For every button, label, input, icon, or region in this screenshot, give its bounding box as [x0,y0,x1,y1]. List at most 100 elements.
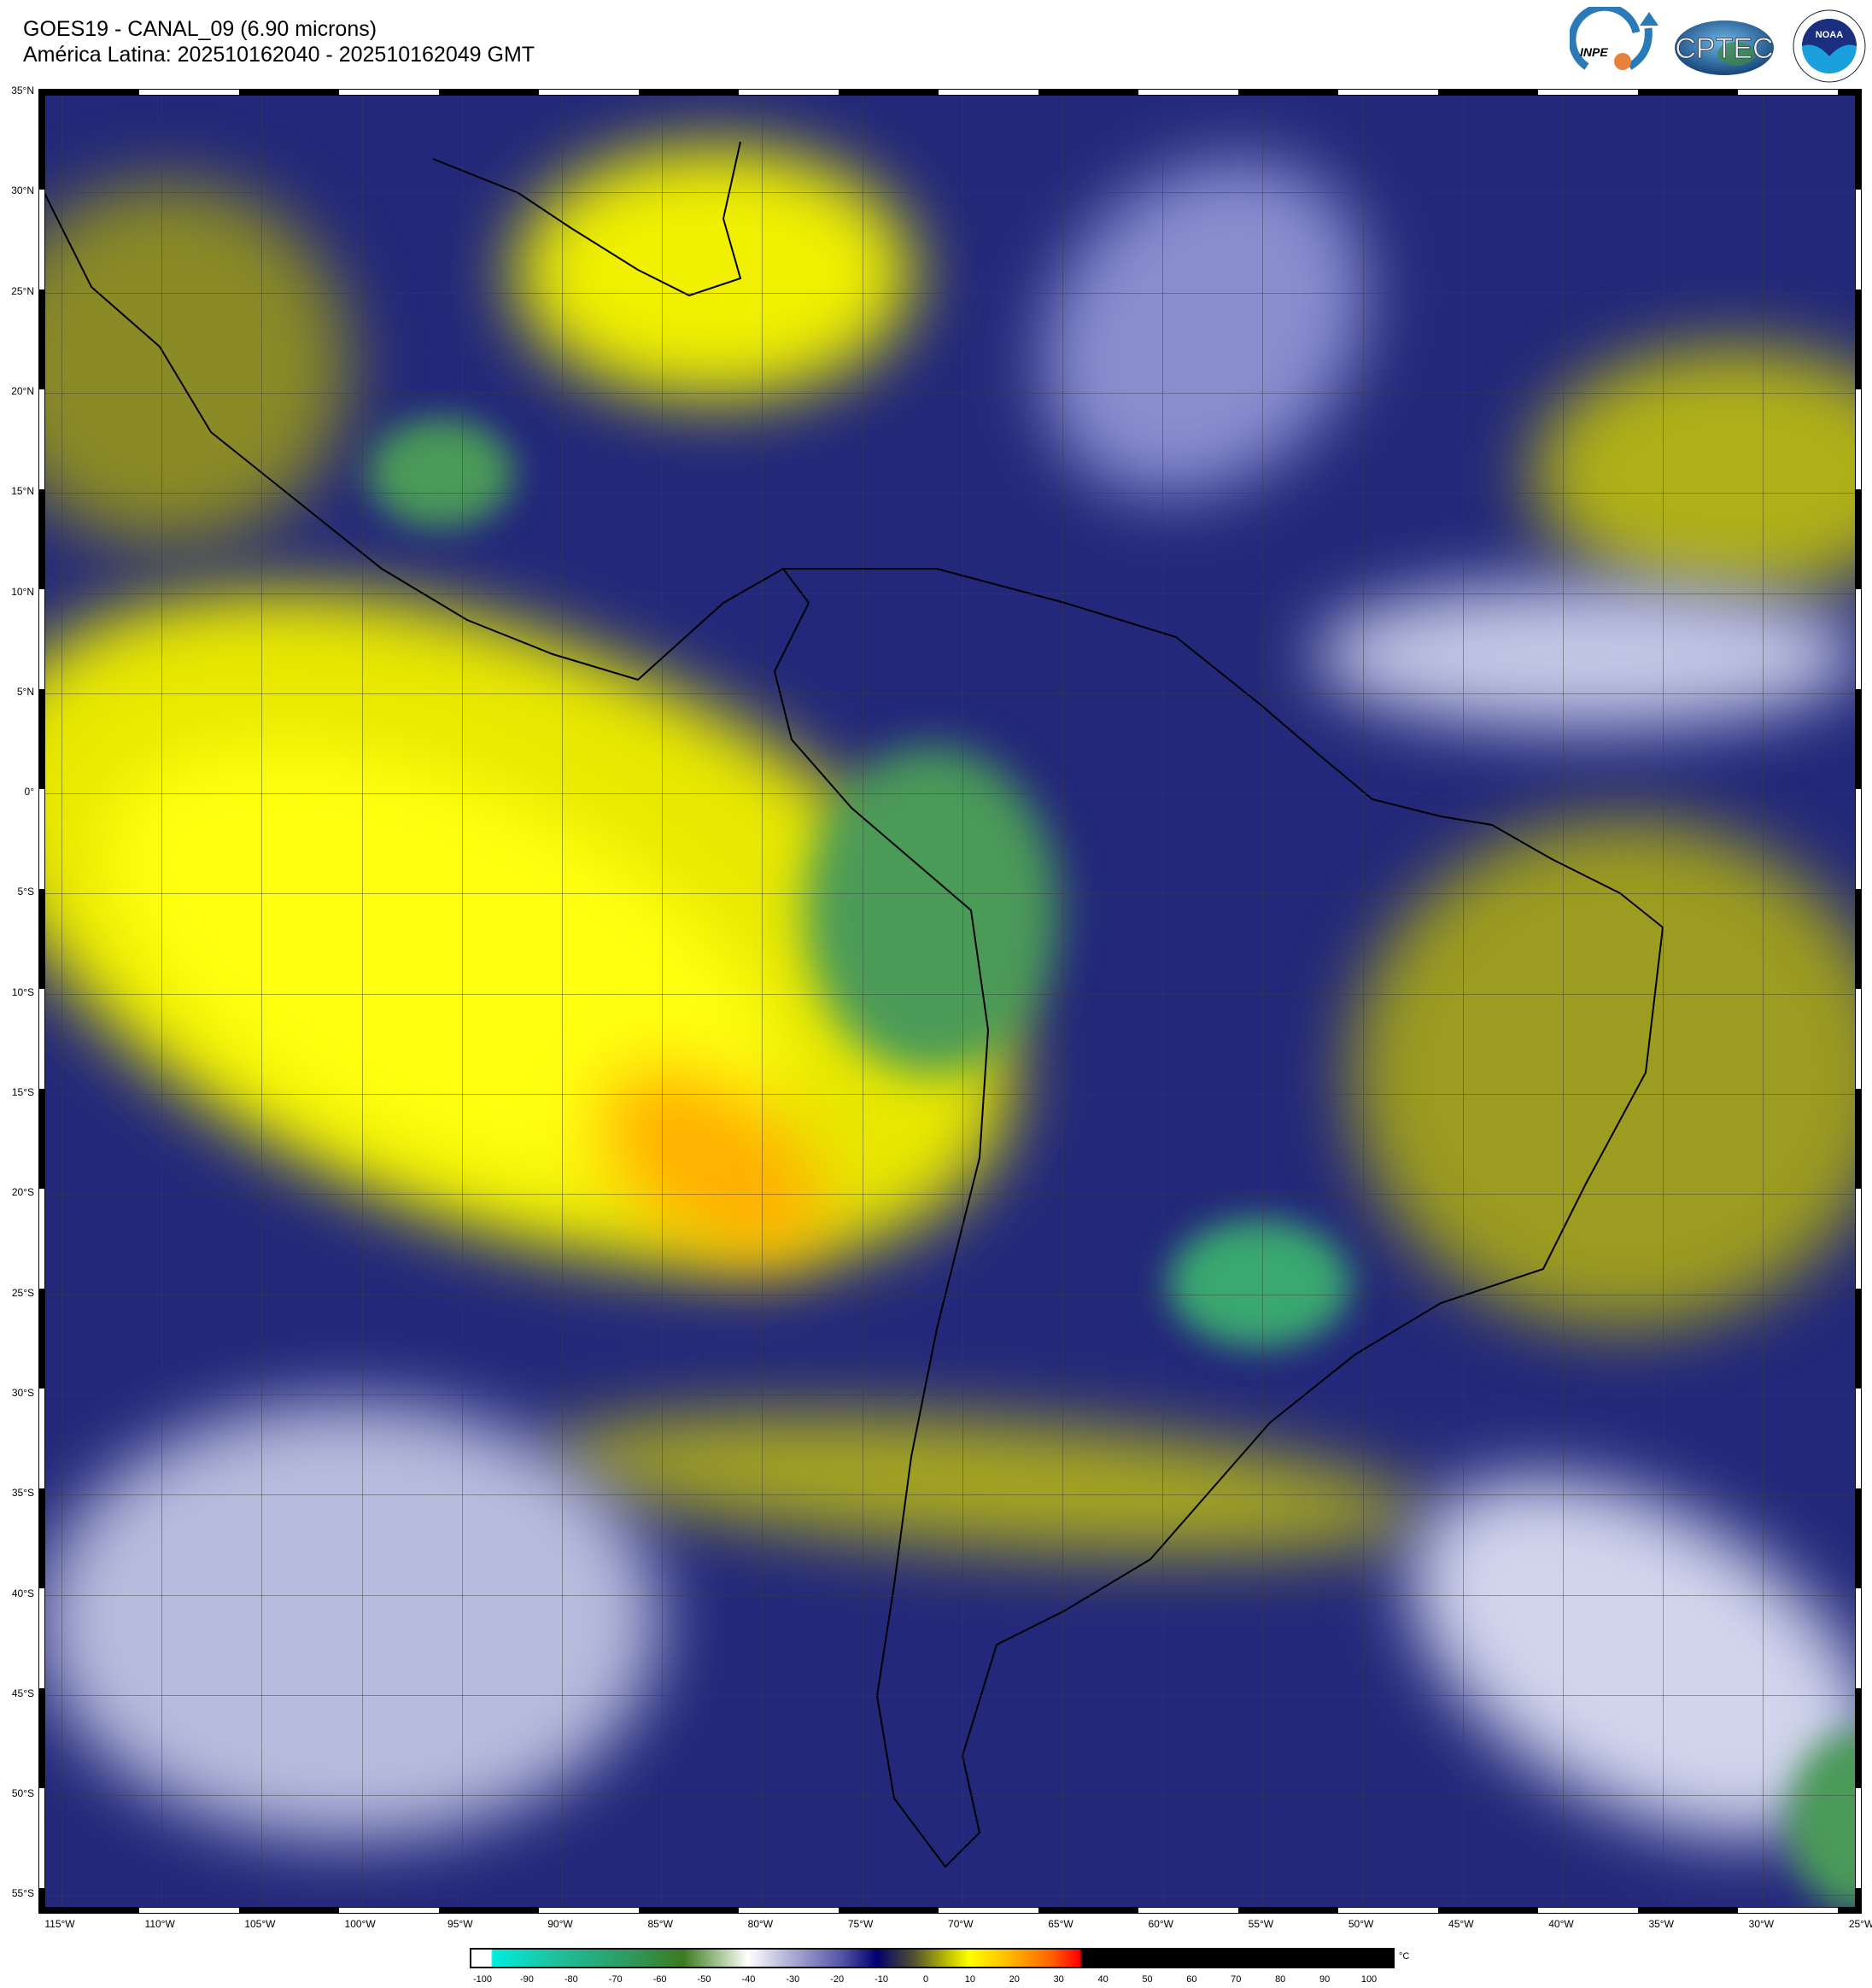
olive-area-mexico [40,181,350,547]
inpe-logo: INPE [1570,7,1658,70]
latitude-label: 10°S [11,985,34,998]
cloud-southwest [40,1401,659,1839]
longitude-label: 65°W [1048,1918,1073,1930]
longitude-gridline [161,91,163,1912]
product-title: GOES19 - CANAL_09 (6.90 microns) [23,17,377,41]
latitude-label: 25°S [11,1286,34,1299]
cloud-itcz [1313,582,1860,728]
longitude-gridline [1563,91,1564,1912]
longitude-label: 90°W [547,1918,573,1930]
colorbar-tick-label: -10 [875,1974,889,1985]
latitude-label: 35°S [11,1487,34,1500]
latitude-gridline [40,192,1860,194]
latitude-gridline [40,793,1860,795]
dry-air-caribbean [513,144,914,401]
latitude-label: 30°N [11,184,34,197]
colorbar-tick-label: -30 [786,1974,800,1985]
colorbar-tick-label: -70 [608,1974,623,1985]
olive-area-atlantic [1350,819,1860,1330]
latitude-label: 45°S [11,1687,34,1699]
longitude-gridline [1763,91,1764,1912]
longitude-label: 40°W [1548,1918,1574,1930]
longitude-gridline [562,91,563,1912]
olive-area-north [1532,345,1860,601]
colorbar-tick-label: -40 [741,1974,756,1985]
colorbar-tick-label: 50 [1142,1974,1153,1985]
latitude-label: 15°N [11,485,34,498]
convection-amazon [804,746,1060,1074]
longitude-label: 60°W [1148,1918,1173,1930]
latitude-label: 25°N [11,284,34,297]
latitude-gridline [40,1795,1860,1797]
longitude-label: 45°W [1448,1918,1474,1930]
latitude-label: 5°N [16,685,34,698]
noaa-logo: NOAA [1793,9,1866,83]
longitude-label: 100°W [344,1918,376,1930]
longitude-label: 110°W [144,1918,175,1930]
colorbar-tick-label: -80 [564,1974,578,1985]
latitude-label: 20°N [11,384,34,397]
colorbar-tick-label: 20 [1009,1974,1020,1985]
svg-text:CPTEC: CPTEC [1675,32,1773,65]
latitude-gridline [40,593,1860,594]
latitude-gridline [40,1594,1860,1596]
latitude-label: 35°N [11,85,34,96]
latitude-gridline [40,893,1860,895]
colorbar-unit: °C [1399,1951,1410,1962]
longitude-label: 25°W [1848,1918,1872,1930]
colorbar-tick-label: -60 [652,1974,667,1985]
latitude-label: 0° [24,786,34,798]
latitude-gridline [40,1494,1860,1496]
colorbar-tick-label: -20 [830,1974,845,1985]
map-border-bottom [38,1907,1862,1914]
longitude-gridline [361,91,363,1912]
longitude-gridline [61,91,62,1912]
colorbar-tick-label: 30 [1053,1974,1064,1985]
latitude-label: 20°S [11,1186,34,1199]
colorbar-tick-label: -90 [519,1974,534,1985]
latitude-label: 50°S [11,1787,34,1800]
latitude-gridline [40,392,1860,394]
cptec-logo: CPTEC [1675,20,1774,75]
latitude-label: 30°S [11,1386,34,1399]
map-border-right [1855,89,1862,1914]
longitude-gridline [1262,91,1264,1912]
convection-south-brazil [1168,1219,1351,1348]
longitude-gridline [1462,91,1464,1912]
longitude-gridline [1062,91,1063,1912]
longitude-label: 80°W [747,1918,774,1930]
longitude-gridline [662,91,664,1912]
longitude-gridline [1362,91,1364,1912]
longitude-label: 115°W [44,1918,75,1930]
latitude-gridline [40,693,1860,694]
satellite-image-map [38,89,1862,1914]
colorbar-tick-label: 80 [1275,1974,1286,1985]
map-border-top [38,89,1862,96]
coastline-outline [40,141,1664,1868]
longitude-gridline [461,91,463,1912]
longitude-label: 95°W [448,1918,473,1930]
longitude-label: 35°W [1648,1918,1674,1930]
latitude-label: 55°S [11,1887,34,1900]
map-border-left [38,89,45,1914]
latitude-gridline [40,1694,1860,1696]
longitude-label: 55°W [1248,1918,1274,1930]
colorbar-tick-label: 90 [1319,1974,1331,1985]
colorbar-tick-label: 60 [1186,1974,1197,1985]
latitude-label: 5°S [17,886,34,898]
latitude-label: 40°S [11,1587,34,1599]
colorbar-tick-label: -100 [472,1974,493,1985]
longitude-gridline [1663,91,1664,1912]
latitude-gridline [40,1194,1860,1196]
latitude-label: 10°N [11,585,34,598]
longitude-label: 30°W [1748,1918,1775,1930]
longitude-label: 75°W [847,1918,874,1930]
colorbar-tick-label: 70 [1231,1974,1242,1985]
longitude-label: 50°W [1348,1918,1374,1930]
convection-central-america [367,418,514,528]
longitude-label: 85°W [647,1918,673,1930]
longitude-gridline [1162,91,1164,1912]
latitude-gridline [40,493,1860,494]
colorbar-tick-label: 100 [1360,1974,1378,1985]
longitude-label: 105°W [244,1918,276,1930]
